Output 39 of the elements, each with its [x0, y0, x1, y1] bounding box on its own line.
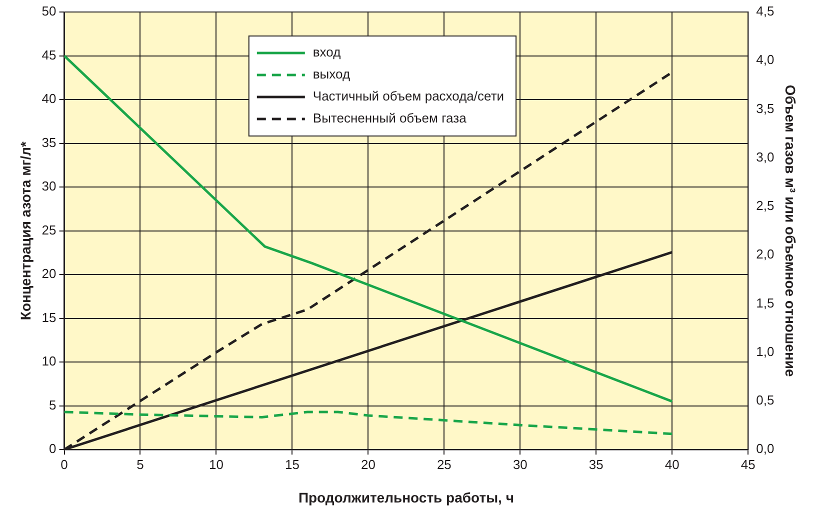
- y-tick-label: 0: [49, 441, 56, 456]
- y-tick-label: 35: [42, 134, 56, 150]
- x-tick-label: 35: [588, 456, 604, 472]
- y-axis-title: Концентрация азота мг/л*: [17, 140, 34, 320]
- y2-axis-title: Объем газов м³ или объемное отношение: [782, 84, 799, 378]
- x-axis-title: Продолжительность работы, ч: [298, 489, 514, 506]
- y-tick-label: 30: [42, 178, 56, 194]
- y-tick-label: 45: [42, 47, 56, 62]
- y2-tick-label: 4,5: [756, 4, 774, 19]
- legend-label: выход: [312, 66, 350, 82]
- y-tick-label: 40: [42, 91, 56, 106]
- x-tick-label: 10: [208, 456, 224, 472]
- x-tick-label: 20: [360, 456, 376, 472]
- line-series: [64, 410, 674, 436]
- x-tick-label: 5: [136, 456, 144, 472]
- y2-tick-label: 0,5: [756, 392, 774, 408]
- x-tick-label: 30: [512, 456, 528, 472]
- y2-tick-label: 1,0: [756, 344, 774, 359]
- x-tick-label: 0: [60, 456, 68, 472]
- y2-tick-label: 2,0: [756, 246, 774, 262]
- y2-tick-label: 1,5: [756, 295, 774, 310]
- legend-label: Вытесненный объем газа: [312, 110, 468, 126]
- y-tick-label: 50: [42, 4, 56, 19]
- x-tick-label: 45: [740, 456, 756, 472]
- x-tick-label: 25: [436, 456, 452, 472]
- x-tick-label: 40: [664, 456, 680, 472]
- y-tick-label: 25: [42, 222, 56, 238]
- legend-label: Частичный объем расхода/сети: [312, 88, 504, 104]
- y2-tick-label: 4,0: [756, 52, 774, 68]
- y2-tick-label: 0,0: [756, 441, 774, 456]
- y-tick-label: 5: [49, 397, 56, 412]
- y2-tick-label: 3,5: [756, 100, 774, 116]
- y-tick-label: 10: [42, 354, 56, 369]
- legend-label: вход: [312, 44, 342, 60]
- y-tick-label: 20: [42, 266, 56, 282]
- y2-tick-label: 2,5: [756, 198, 774, 214]
- y-tick-label: 15: [42, 310, 56, 325]
- y2-tick-label: 3,0: [756, 149, 774, 164]
- x-tick-label: 15: [284, 456, 300, 472]
